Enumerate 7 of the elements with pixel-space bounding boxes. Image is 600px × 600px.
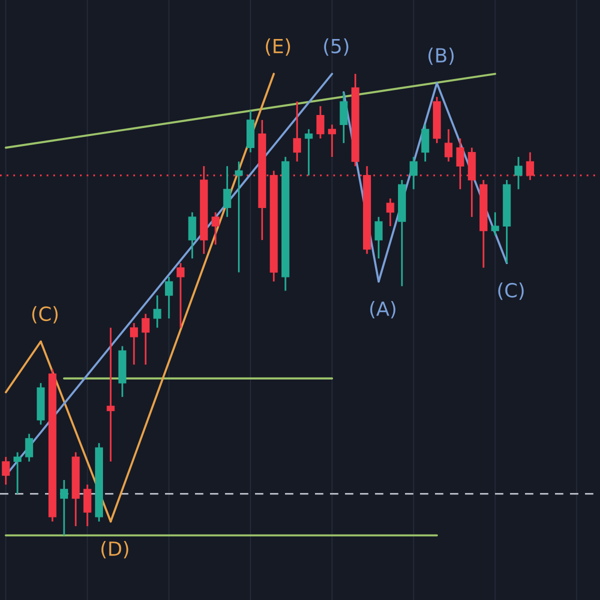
series-label: (B) — [428, 48, 454, 65]
series-label: (E) — [266, 38, 290, 56]
series-label: (A) — [370, 301, 396, 318]
series-label: (C) — [498, 282, 524, 300]
series-label: (C) — [32, 306, 58, 324]
series-label: (D) — [101, 541, 128, 558]
series-label: (5) — [324, 38, 348, 56]
